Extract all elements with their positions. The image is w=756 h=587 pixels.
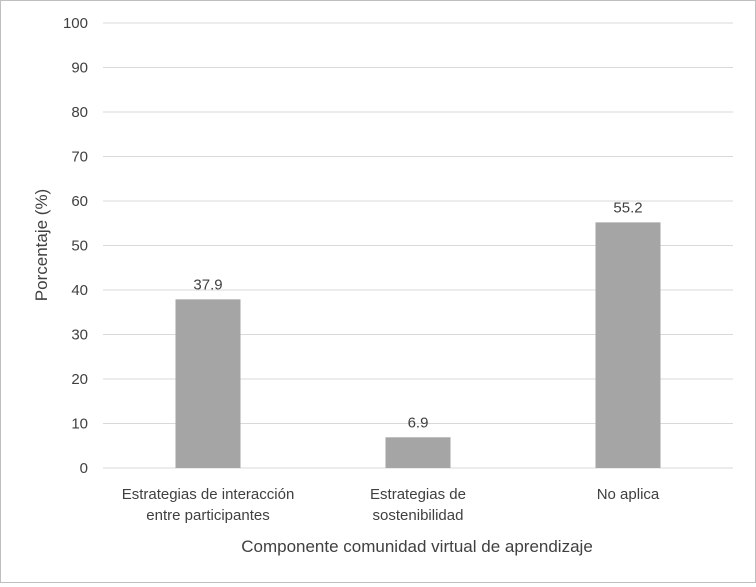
- bars: [175, 222, 661, 468]
- bar: [595, 222, 661, 468]
- y-tick-label: 10: [71, 416, 88, 433]
- y-tick-label: 70: [71, 149, 88, 166]
- x-axis-title: Componente comunidad virtual de aprendiz…: [241, 537, 593, 556]
- y-tick-label: 0: [80, 460, 88, 477]
- x-tick-label: Estrategias de: [370, 486, 466, 503]
- y-tick-label: 50: [71, 238, 88, 255]
- y-tick-label: 60: [71, 193, 88, 210]
- x-tick-label: sostenibilidad: [373, 507, 464, 524]
- data-label: 37.9: [193, 276, 222, 293]
- y-tick-labels: 0 10 20 30 40 50 60 70 80 90 100: [63, 15, 88, 477]
- bar: [385, 437, 451, 468]
- y-tick-label: 90: [71, 60, 88, 77]
- data-label: 6.9: [408, 414, 429, 431]
- y-tick-label: 80: [71, 104, 88, 121]
- y-tick-label: 40: [71, 282, 88, 299]
- y-tick-label: 100: [63, 15, 88, 32]
- x-tick-label: No aplica: [597, 486, 660, 503]
- y-tick-label: 30: [71, 327, 88, 344]
- x-tick-label: entre participantes: [146, 507, 269, 524]
- data-label: 55.2: [613, 199, 642, 216]
- data-labels: 37.9 6.9 55.2: [193, 199, 642, 431]
- bar: [175, 299, 241, 468]
- x-tick-label: Estrategias de interacción: [122, 486, 295, 503]
- y-tick-label: 20: [71, 371, 88, 388]
- y-axis-title: Porcentaje (%): [32, 189, 51, 301]
- x-tick-labels: Estrategias de interacción entre particip…: [122, 486, 660, 524]
